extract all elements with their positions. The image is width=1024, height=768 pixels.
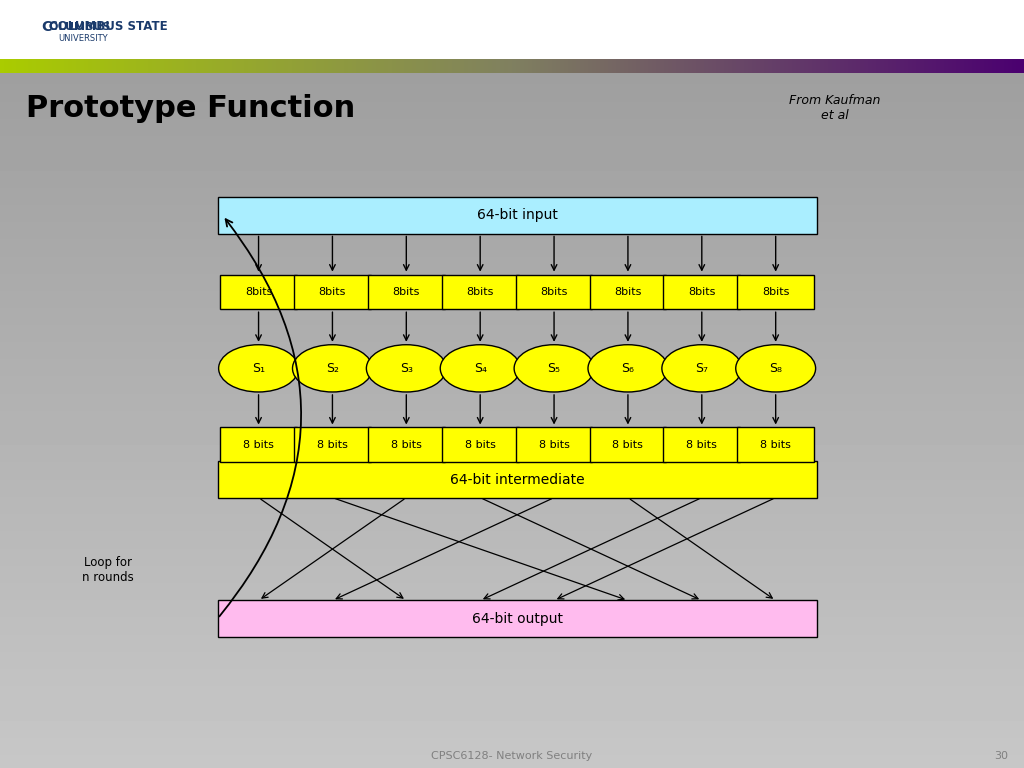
FancyBboxPatch shape	[218, 197, 817, 233]
FancyBboxPatch shape	[664, 274, 740, 310]
Text: C: C	[41, 20, 51, 34]
Text: 8bits: 8bits	[762, 287, 790, 297]
Ellipse shape	[588, 345, 668, 392]
Text: OLUMBUS: OLUMBUS	[49, 22, 115, 32]
FancyBboxPatch shape	[218, 462, 817, 498]
FancyBboxPatch shape	[220, 428, 297, 462]
FancyBboxPatch shape	[294, 428, 371, 462]
Text: 30: 30	[994, 751, 1009, 761]
Text: 64-bit input: 64-bit input	[477, 208, 557, 223]
Text: 8bits: 8bits	[245, 287, 272, 297]
FancyBboxPatch shape	[294, 274, 371, 310]
Text: 8 bits: 8 bits	[686, 440, 717, 450]
Text: 8 bits: 8 bits	[317, 440, 348, 450]
FancyBboxPatch shape	[0, 0, 1024, 61]
Text: S₄: S₄	[474, 362, 486, 375]
FancyBboxPatch shape	[516, 428, 593, 462]
Ellipse shape	[662, 345, 741, 392]
Text: Prototype Function: Prototype Function	[26, 94, 355, 123]
Text: S₆: S₆	[622, 362, 635, 375]
FancyBboxPatch shape	[516, 274, 593, 310]
Text: 8bits: 8bits	[392, 287, 420, 297]
Ellipse shape	[367, 345, 446, 392]
FancyBboxPatch shape	[590, 274, 667, 310]
Ellipse shape	[735, 345, 815, 392]
FancyBboxPatch shape	[218, 601, 817, 637]
Ellipse shape	[293, 345, 373, 392]
FancyBboxPatch shape	[441, 274, 518, 310]
Ellipse shape	[219, 345, 299, 392]
Text: 8 bits: 8 bits	[391, 440, 422, 450]
FancyBboxPatch shape	[737, 274, 814, 310]
FancyBboxPatch shape	[368, 428, 444, 462]
Text: 8bits: 8bits	[688, 287, 716, 297]
Text: S₇: S₇	[695, 362, 709, 375]
Text: 8bits: 8bits	[318, 287, 346, 297]
Text: From Kaufman
et al: From Kaufman et al	[788, 94, 881, 122]
FancyBboxPatch shape	[441, 428, 518, 462]
Text: 8 bits: 8 bits	[243, 440, 274, 450]
Text: 64-bit output: 64-bit output	[472, 611, 562, 626]
Text: 8 bits: 8 bits	[612, 440, 643, 450]
Text: 8 bits: 8 bits	[760, 440, 792, 450]
Text: 64-bit intermediate: 64-bit intermediate	[450, 472, 585, 487]
Text: 8bits: 8bits	[467, 287, 494, 297]
Text: S₂: S₂	[326, 362, 339, 375]
FancyBboxPatch shape	[368, 274, 444, 310]
Text: S₁: S₁	[252, 362, 265, 375]
FancyBboxPatch shape	[664, 428, 740, 462]
Text: UNIVERSITY: UNIVERSITY	[58, 34, 108, 43]
Text: S₃: S₃	[399, 362, 413, 375]
Text: 8 bits: 8 bits	[465, 440, 496, 450]
Ellipse shape	[514, 345, 594, 392]
Text: 8bits: 8bits	[614, 287, 642, 297]
Text: 8bits: 8bits	[541, 287, 567, 297]
FancyBboxPatch shape	[220, 274, 297, 310]
Text: COLUMBUS STATE: COLUMBUS STATE	[49, 21, 168, 33]
Ellipse shape	[440, 345, 520, 392]
Text: S₈: S₈	[769, 362, 782, 375]
FancyBboxPatch shape	[590, 428, 667, 462]
FancyArrowPatch shape	[219, 219, 301, 617]
Text: S₅: S₅	[548, 362, 560, 375]
Text: 8 bits: 8 bits	[539, 440, 569, 450]
Text: CPSC6128- Network Security: CPSC6128- Network Security	[431, 751, 593, 761]
Text: Loop for
n rounds: Loop for n rounds	[82, 556, 133, 584]
FancyBboxPatch shape	[737, 428, 814, 462]
